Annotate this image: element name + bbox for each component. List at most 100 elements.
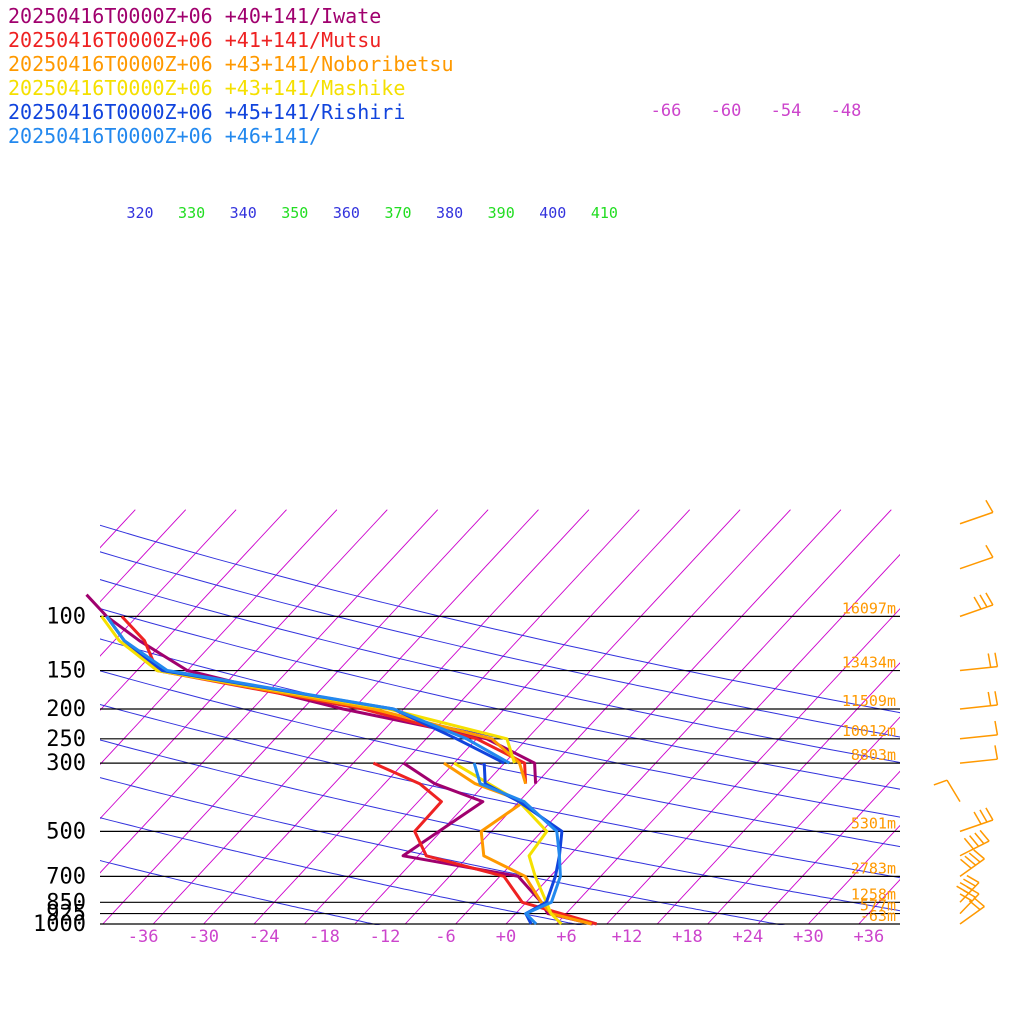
dry-adiabat-line: [100, 608, 900, 790]
wind-barb-flag: [973, 896, 985, 908]
isotherm-line: [556, 553, 900, 925]
wind-barb-flag: [994, 691, 999, 706]
height-label: 11509m: [842, 692, 896, 710]
temperature-tick-label: +30: [793, 927, 824, 947]
height-label: 577m: [860, 897, 896, 915]
dry-adiabat-line: [100, 817, 583, 925]
wind-barb-flag: [973, 849, 985, 860]
isotherm-line: [100, 509, 439, 874]
pressure-label: 1000: [33, 912, 86, 937]
wind-barb-flag: [959, 893, 973, 902]
wind-barb-flag: [963, 837, 974, 850]
wind-barbs: [933, 499, 999, 925]
dry-adiabat-line: [100, 703, 900, 879]
wind-barb-flag: [966, 874, 980, 884]
wind-barb-flag: [994, 652, 999, 667]
legend-entry: 20250416T0000Z+06 +46+141/: [8, 124, 322, 148]
pressure-label: 850: [46, 890, 86, 915]
height-label: 8803m: [851, 746, 896, 764]
wind-barb-flag: [933, 779, 948, 786]
pressure-label: 150: [46, 659, 86, 684]
temperature-tick-label: +12: [612, 927, 643, 947]
wind-barb-flag: [979, 594, 988, 608]
wind-barb-flag: [973, 596, 982, 610]
pressure-label: 500: [46, 819, 86, 844]
wind-barb-staff: [959, 840, 990, 857]
isotherm-line: [0, 510, 35, 924]
wind-barb-staff: [959, 665, 998, 672]
temperature-tick-label: -36: [128, 927, 159, 947]
wind-barb-staff: [959, 704, 998, 710]
upper-temperature-label: -54: [771, 101, 802, 121]
theta-label: 340: [230, 204, 257, 222]
isotherm-line: [656, 662, 900, 925]
wind-barb-staff: [959, 819, 994, 833]
wind-barb-flag: [974, 832, 985, 845]
isotherm-line: [757, 770, 900, 925]
theta-label: 330: [178, 204, 205, 222]
theta-label: 380: [436, 204, 463, 222]
temperature-tick-label: +24: [733, 927, 764, 947]
isotherm-line: [606, 608, 900, 925]
temperature-tick-label: -24: [249, 927, 280, 947]
theta-label: 320: [126, 204, 153, 222]
legend-entry: 20250416T0000Z+06 +45+141/Rishiri: [8, 100, 406, 124]
height-label: 2783m: [851, 859, 896, 877]
wind-barb-flag: [960, 858, 972, 869]
wind-barb-flag: [964, 855, 977, 866]
temperature-tick-label: +18: [672, 927, 703, 947]
profile-line: [472, 762, 562, 926]
height-label: -63m: [860, 907, 896, 925]
dry-adiabat-line: [100, 777, 786, 925]
wind-barb-flag: [985, 592, 994, 606]
isotherm-line: [909, 510, 1024, 924]
theta-label: 390: [488, 204, 515, 222]
wind-barb-flag: [979, 829, 990, 842]
axis-labels: 100 16097m 150 13434m 200 11509m 250 10012m 300 8…: [33, 101, 896, 947]
dry-adiabat-line: [100, 860, 381, 925]
temperature-tick-label: -30: [188, 927, 219, 947]
temperature-tick-label: -6: [435, 927, 455, 947]
isotherm-line: [354, 509, 741, 925]
wind-barb-flag: [985, 807, 994, 821]
isotherm-line: [304, 509, 691, 925]
temperature-tick-label: -12: [370, 927, 401, 947]
dry-adiabat-line: [100, 739, 900, 912]
dry-adiabat-line: [100, 579, 900, 763]
wind-barb-flag: [994, 745, 999, 760]
height-label: 5301m: [851, 814, 896, 832]
temperature-tick-label: +0: [496, 927, 516, 947]
legend-entry: 20250416T0000Z+06 +41+141/Mutsu: [8, 28, 382, 52]
wind-barb-staff: [959, 758, 998, 764]
upper-temperature-label: -66: [651, 101, 682, 121]
pressure-label: 250: [46, 727, 86, 752]
temperature-tick-label: +6: [556, 927, 576, 947]
wind-barb-flag: [959, 882, 973, 891]
dry-adiabat-line: [100, 551, 900, 738]
wind-barb-flag: [963, 878, 976, 887]
legend-entry: 20250416T0000Z+06 +43+141/Noboribetsu: [8, 52, 454, 76]
isotherm-line: [100, 509, 237, 657]
isotherm-line: [253, 509, 640, 925]
wind-barb-flag: [994, 720, 999, 735]
profile-upper-line: [105, 615, 511, 765]
wind-barb-flag: [979, 809, 988, 823]
wind-barb-staff: [959, 858, 985, 877]
temperature-profiles: [85, 593, 598, 926]
theta-label: 350: [281, 204, 308, 222]
upper-temperature-label: -48: [831, 101, 862, 121]
wind-barb-staff: [946, 779, 961, 802]
wind-barb-flag: [987, 691, 992, 706]
pressure-label: 100: [46, 604, 86, 629]
theta-label: 370: [384, 204, 411, 222]
isotherm-line: [1010, 510, 1024, 924]
height-label: 1258m: [851, 885, 896, 903]
height-label: 10012m: [842, 722, 896, 740]
wind-barb-staff: [959, 882, 980, 903]
temperature-tick-label: +36: [854, 927, 885, 947]
isotherm-line: [102, 509, 489, 925]
wind-barb-staff: [959, 556, 994, 570]
wind-barb-staff: [959, 511, 994, 525]
wind-barb-flag: [987, 653, 992, 668]
